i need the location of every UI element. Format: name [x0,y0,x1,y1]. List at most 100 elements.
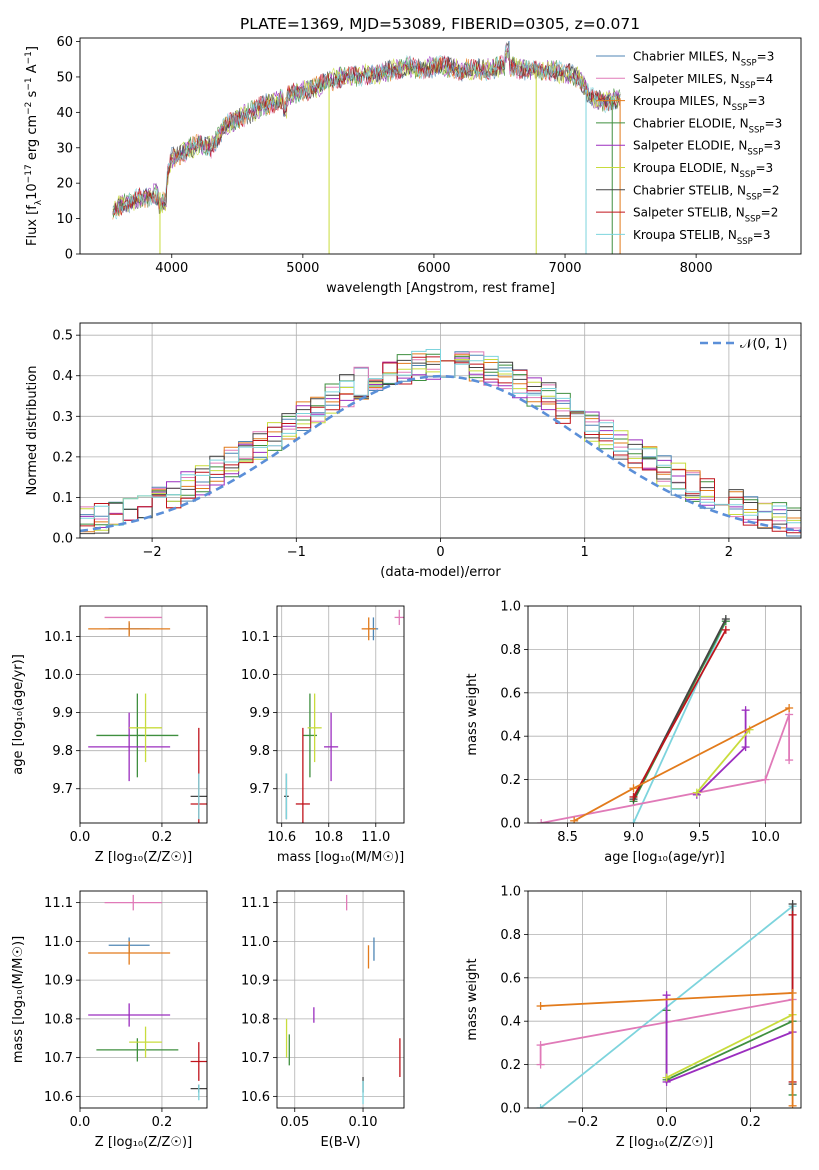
legend-entry: Salpeter MILES, NSSP=4 [633,72,773,91]
errorbar-point [394,609,404,626]
y-tick-label: 9.7 [249,782,270,797]
plus-marker [692,788,701,797]
y-tick-label: 60 [56,35,73,50]
x-tick-label: 8.5 [557,830,578,845]
x-tick-label: 2 [725,545,733,560]
y-tick-label: 11.0 [241,935,270,950]
mass_weight_vs_Z-frame [527,890,802,1109]
errorbar-point [129,1026,162,1058]
mass-weight-series-4 [541,714,790,823]
y-tick-label: 11.1 [44,896,73,911]
errorbar-point [96,693,179,778]
y-tick-label: 30 [56,141,73,156]
spectrum-series-8 [112,45,621,220]
spectrum-legend: Chabrier MILES, NSSP=3 Salpeter MILES, NS… [596,50,782,247]
mass_weight_vs_age-series [537,615,794,823]
residual-histograms [80,349,801,537]
y-tick-label: 0.0 [500,1102,521,1117]
plus-marker [570,816,579,823]
x-tick-label: 8000 [680,261,713,276]
x-tick-label: 7000 [548,261,581,276]
plus-marker [662,1073,671,1082]
mass-weight-series-6 [666,1013,794,1079]
x-tick-label: 6000 [417,261,450,276]
figure-title: PLATE=1369, MJD=53089, FIBERID=0305, z=0… [240,15,640,33]
y-tick-label: 0.2 [500,1058,521,1073]
age_vs_mass-axes: 10.6 10.8 11.0 9.7 9.8 9.9 10.0 10.1 mass [log₁₀… [241,606,404,865]
residual-hist-4 [80,357,801,531]
y-tick-label: 50 [56,70,73,85]
mass_vs_ebv-frame [276,890,405,1109]
x-tick-label: 10.8 [314,830,343,845]
y-axis-label: Flux [fλ10−17 erg cm−2 s−1 A−1] [24,46,44,246]
y-tick-label: 0.8 [500,928,521,943]
x-tick-label: 0.2 [740,1115,761,1130]
y-tick-label: 0.0 [52,532,73,547]
plus-marker [629,784,638,793]
y-tick-label: 0.8 [500,643,521,658]
errorbar-point [307,693,322,763]
legend-entry: Salpeter STELIB, NSSP=2 [633,206,778,225]
y-tick-label: 0.0 [500,817,521,832]
errorbar-point [88,621,171,637]
x-tick-label: 0 [436,545,444,560]
legend-entry: Kroupa ELODIE, NSSP=3 [633,161,773,180]
y-tick-label: 0.6 [500,686,521,701]
mass-weight-series-7 [573,707,790,822]
x-tick-label: 0.0 [70,830,91,845]
x-tick-label: 5000 [286,261,319,276]
y-tick-label: 10.6 [44,1090,73,1105]
age_vs_Z-axes: 0.0 0.2 9.7 9.8 9.9 10.0 10.1 Z [log₁₀(Z/Z☉)] ag… [11,606,207,865]
legend-entry: Salpeter ELODIE, NSSP=3 [633,139,781,158]
plus-marker [788,910,797,919]
y-tick-label: 10.6 [241,1090,270,1105]
y-tick-label: 0.2 [500,773,521,788]
y-tick-label: 0.1 [52,491,73,506]
x-tick-label: 9.0 [623,830,644,845]
mass_vs_Z-axes: 0.0 0.2 10.6 10.7 10.8 10.9 11.0 11.1 Z [log₁₀(Z… [11,891,207,1150]
legend-entry: 𝒩(0, 1) [740,337,787,352]
mass_vs_Z-frame [79,890,208,1109]
errorbar-point [88,712,171,782]
errorbar-point [190,1042,207,1081]
x-tick-label: −0.2 [567,1115,599,1130]
y-axis-label: mass weight [465,673,480,755]
y-tick-label: 10.7 [44,1051,73,1066]
x-tick-label: 0.05 [280,1115,309,1130]
x-tick-label: 0.0 [70,1115,91,1130]
errorbar-point [88,941,171,965]
residual-hist-8 [80,349,801,526]
x-axis-label: Z [log₁₀(Z/Z☉)] [95,1135,192,1150]
plus-marker [536,1104,545,1108]
y-tick-label: 1.0 [500,885,521,900]
y-tick-label: 9.9 [52,706,73,721]
plus-marker [788,900,797,909]
x-tick-label: 11.0 [361,830,390,845]
mass-weight-series-1 [632,620,727,802]
x-axis-label: (data-model)/error [380,565,501,580]
y-tick-label: 10 [56,212,73,227]
spectrum-lines [112,40,621,254]
x-axis-label: age [log₁₀(age/yr)] [604,850,725,865]
x-tick-label: 4000 [155,261,188,276]
x-tick-label: 9.5 [689,830,710,845]
y-tick-label: 10.1 [44,630,73,645]
plus-marker [788,1101,797,1108]
errorbar-point [129,693,162,763]
plus-marker [629,819,638,823]
spectrum-series-0 [112,40,621,214]
y-tick-label: 10.0 [241,668,270,683]
plus-marker [721,625,730,634]
mass-weight-series-6 [696,729,751,794]
y-tick-label: 10.8 [44,1012,73,1027]
mass_weight_vs_age-frame [527,605,802,824]
x-axis-label: wavelength [Angstrom, rest frame] [326,281,555,296]
y-tick-label: 9.8 [249,744,270,759]
errorbar-point [104,894,162,911]
legend-entry: Kroupa STELIB, NSSP=3 [633,228,771,247]
mass_weight_vs_Z-series [536,900,797,1108]
plus-marker [662,991,671,1000]
residuals-axes: −2 −1 0 1 2 0.0 0.1 0.2 0.3 0.4 0.5 (data-model)/er… [25,323,801,580]
y-axis-label: mass weight [465,958,480,1040]
x-axis-label: mass [log₁₀(M/M☉)] [277,850,404,865]
